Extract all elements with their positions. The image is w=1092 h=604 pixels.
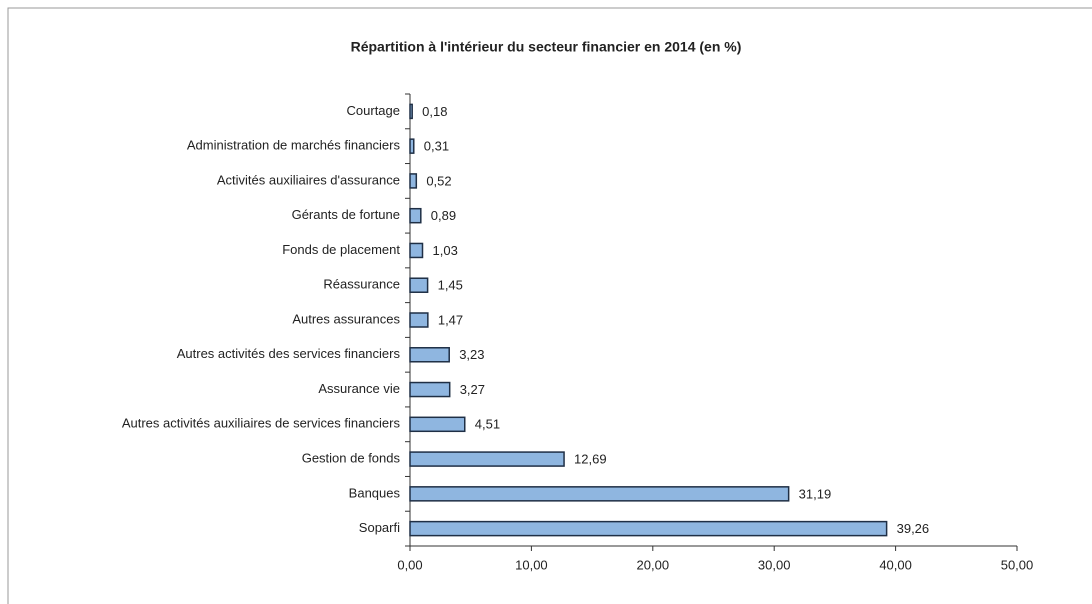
bar xyxy=(409,277,429,293)
value-label: 1,47 xyxy=(438,312,463,327)
x-tick-label: 30,00 xyxy=(758,557,791,572)
value-label: 31,19 xyxy=(799,486,832,501)
y-tick-label: Fonds de placement xyxy=(282,242,400,257)
value-label: 3,27 xyxy=(460,382,485,397)
value-label: 1,45 xyxy=(438,278,463,293)
x-tick-label: 0,00 xyxy=(397,557,422,572)
x-tick-label: 40,00 xyxy=(879,557,912,572)
chart-title: Répartition à l'intérieur du secteur fin… xyxy=(351,39,742,55)
y-tick-label: Administration de marchés financiers xyxy=(187,138,401,153)
y-tick-label: Autres assurances xyxy=(292,311,400,326)
y-tick-label: Assurance vie xyxy=(318,381,400,396)
value-label: 4,51 xyxy=(475,417,500,432)
y-tick-label: Gérants de fortune xyxy=(292,207,400,222)
value-label: 12,69 xyxy=(574,452,607,467)
y-tick-label: Banques xyxy=(349,485,401,500)
value-label: 1,03 xyxy=(433,243,458,258)
bar xyxy=(409,207,422,224)
value-label: 0,31 xyxy=(424,139,449,154)
bar xyxy=(409,451,565,467)
y-tick-label: Réassurance xyxy=(323,277,400,292)
y-tick-label: Activités auxiliaires d'assurance xyxy=(217,172,400,187)
y-tick-label: Gestion de fonds xyxy=(302,451,401,466)
bar xyxy=(409,138,415,154)
y-tick-label: Autres activités des services financiers xyxy=(177,346,401,361)
x-tick-label: 20,00 xyxy=(637,557,670,572)
bar xyxy=(409,486,790,502)
y-tick-label: Autres activités auxiliaires de services… xyxy=(122,416,401,431)
bar xyxy=(409,381,451,398)
bar xyxy=(409,103,413,120)
x-tick-label: 10,00 xyxy=(515,557,548,572)
value-label: 3,23 xyxy=(459,347,484,362)
x-tick-label: 50,00 xyxy=(1001,557,1034,572)
bar xyxy=(409,416,466,433)
value-label: 0,18 xyxy=(422,104,447,119)
bar xyxy=(409,520,888,537)
y-tick-label: Courtage xyxy=(347,103,400,118)
y-tick-label: Soparfi xyxy=(359,520,400,535)
bar xyxy=(409,347,450,363)
chart-frame xyxy=(7,7,1092,604)
value-label: 0,52 xyxy=(426,173,451,188)
value-label: 0,89 xyxy=(431,208,456,223)
bar xyxy=(409,242,424,259)
bar xyxy=(409,312,429,328)
bar xyxy=(409,173,418,189)
value-label: 39,26 xyxy=(897,521,930,536)
